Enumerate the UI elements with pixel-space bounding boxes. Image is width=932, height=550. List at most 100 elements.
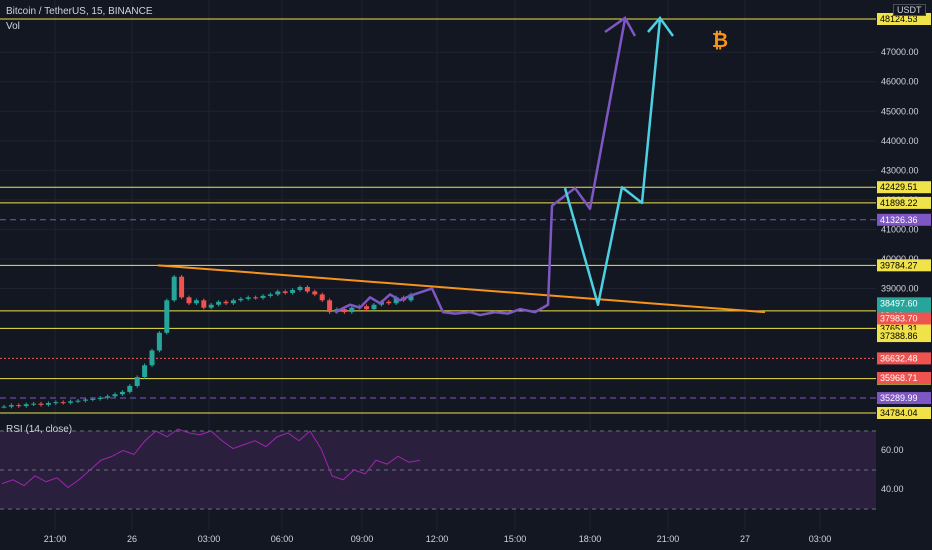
time-tick-label: 15:00 [504,534,527,544]
candle-body [208,304,214,308]
level-tag [877,13,931,25]
candle-body [319,294,325,301]
price-tag [877,312,931,325]
candle-body [290,289,296,293]
candle-body [216,301,222,305]
candle-body [38,403,44,405]
rsi-series [0,428,876,510]
rsi-tick-label: 60.00 [881,445,904,455]
candle-body [245,297,251,299]
level-tag-label: 48124.53 [880,14,918,24]
candle-body [282,291,288,293]
candle-body [164,300,170,333]
time-tick-label: 12:00 [426,534,449,544]
purple-projection [334,18,627,317]
candle-body [223,301,229,304]
level-tag-label: 42429.51 [880,182,918,192]
purple-arrowhead [604,16,637,37]
time-axis[interactable]: 21:00 26 03:00 06:00 09:00 12:00 15:00 18:00 21:… [0,530,932,550]
level-tag-label: 39784.27 [880,260,918,270]
level-tag-label: 41326.36 [880,215,918,225]
candle-body [53,402,59,404]
time-tick-label: 06:00 [271,534,294,544]
candle-body [8,405,14,407]
candle-body [386,301,392,304]
price-tick-label: 45000.00 [881,106,919,116]
time-tick-label: 26 [127,534,137,544]
candle-body [60,402,66,404]
level-tag [877,181,931,194]
price-tick-label: 40000.00 [881,254,919,264]
cyan-arrowhead [647,15,675,37]
candle-body [82,399,88,401]
price-axis[interactable]: 47000.00 46000.00 45000.00 44000.00 43000.00… [876,0,932,550]
candle-body [275,291,281,295]
candle-body [179,276,185,298]
candle-body [312,291,318,295]
level-tag-label: 35289.99 [880,393,918,403]
candle-body [75,400,81,402]
price-tick-label: 47000.00 [881,47,919,57]
price-tag-label: 37983.70 [880,314,918,324]
candle-body [23,404,29,407]
price-tag-label: 37388.86 [880,331,918,341]
rsi-line [1,428,421,489]
bitcoin-logo-icon: ₿ [712,30,728,52]
candle-body [349,307,355,313]
candle-body [297,287,303,290]
time-tick-label: 18:00 [579,534,602,544]
price-tick-label: 43000.00 [881,165,919,175]
price-tick-label: 41000.00 [881,224,919,234]
time-tick-label: 03:00 [809,534,832,544]
price-tick-label: 39000.00 [881,283,919,293]
candle-body [364,306,370,310]
price-tag-label: 38497.60 [880,298,918,308]
projection-paths [157,15,766,317]
candle-body [393,297,399,304]
price-tick-label: 44000.00 [881,136,919,146]
candle-body [327,300,333,313]
time-tick-label: 09:00 [351,534,374,544]
trendline [157,264,766,314]
candle-body [156,332,162,351]
price-tick-label: 46000.00 [881,77,919,87]
symbol-title[interactable]: Bitcoin / TetherUS, 15, BINANCE [6,6,153,17]
time-tick-label: 03:00 [198,534,221,544]
level-tag [877,392,931,405]
price-tag [877,372,931,385]
price-tag-label: 35968.71 [880,373,918,383]
candle-body [253,297,259,299]
candle-body [142,365,148,378]
time-tick-label: 21:00 [44,534,67,544]
candle-body [1,406,7,408]
currency-label[interactable]: USDT [893,4,926,16]
candle-body [201,300,207,308]
candle-body [97,397,103,399]
candle-body [90,398,96,400]
level-tag [877,196,931,209]
candle-body [267,294,273,296]
candle-body [127,385,133,392]
candle-body [408,294,414,301]
level-tag [877,213,931,226]
level-tag [877,259,931,272]
candle-body [149,350,155,366]
candle-body [171,276,177,301]
candle-body [238,298,244,301]
time-tick-label: 21:00 [657,534,680,544]
horizontal-levels [0,18,876,414]
level-tag-label: 37651.31 [880,323,918,333]
level-tag-label: 34784.04 [880,408,918,418]
candle-body [45,403,51,405]
volume-label: Vol [6,21,20,32]
time-tick-label: 27 [740,534,750,544]
candle-body [304,287,310,292]
rsi-label[interactable]: RSI (14, close) [6,424,73,435]
level-tag [877,407,931,419]
candle-body [134,377,140,386]
level-tag-label: 41898.22 [880,198,918,208]
candle-body [105,396,111,398]
candle-body [371,304,377,310]
candle-body [119,391,125,395]
